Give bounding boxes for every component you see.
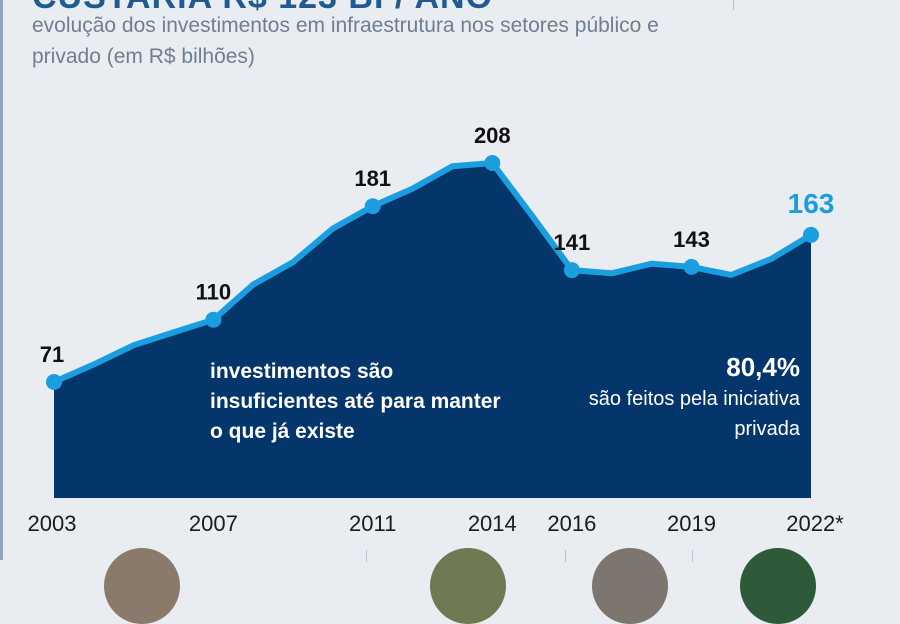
photo-strip <box>0 540 900 624</box>
person-photo-3 <box>592 548 668 624</box>
data-point-2022 <box>803 226 819 243</box>
x-tick-2016: 2016 <box>547 511 596 536</box>
data-label-2016: 141 <box>554 230 591 255</box>
data-point-2016 <box>563 262 580 279</box>
private-share-text: são feitos pela iniciativa privada <box>588 388 800 440</box>
photo-divider-2 <box>565 550 566 562</box>
data-point-2007 <box>205 311 222 328</box>
left-frame-border <box>0 0 3 560</box>
x-tick-2019: 2019 <box>667 511 716 536</box>
data-label-2011: 181 <box>354 166 391 191</box>
insufficient-investment-note: investimentos são insuficientes até para… <box>210 360 501 443</box>
data-point-2011 <box>364 198 381 215</box>
data-label-2014: 208 <box>474 123 511 148</box>
person-photo-4 <box>740 548 816 624</box>
x-tick-2022: 2022* <box>786 511 844 536</box>
data-point-2019 <box>683 258 700 275</box>
investment-area-chart: 71 110 181 208 141 143 163 2003 2007 2011 2014 2016… <box>28 123 845 536</box>
x-tick-2011: 2011 <box>349 511 396 536</box>
x-tick-2003: 2003 <box>28 511 77 536</box>
investment-area <box>54 163 811 498</box>
headline: CUSTARIA R$ 123 BI / ANO <box>32 0 493 17</box>
person-photo-1 <box>104 548 180 624</box>
data-label-2003: 71 <box>40 342 64 367</box>
private-share-value: 80,4% <box>726 352 800 382</box>
data-point-2003 <box>46 374 62 390</box>
chart-subtitle: evolução dos investimentos em infraestru… <box>32 14 659 68</box>
photo-divider-3 <box>692 550 693 562</box>
x-tick-2014: 2014 <box>468 511 517 536</box>
top-divider <box>733 0 734 10</box>
photo-divider-1 <box>366 550 367 562</box>
x-tick-2007: 2007 <box>189 511 238 536</box>
data-point-2014 <box>484 155 501 171</box>
data-label-2022: 163 <box>788 188 835 219</box>
person-photo-2 <box>430 548 506 624</box>
data-label-2019: 143 <box>673 227 710 252</box>
private-share-callout: 80,4% são feitos pela iniciativa privada <box>560 350 800 444</box>
data-label-2007: 110 <box>196 280 232 305</box>
